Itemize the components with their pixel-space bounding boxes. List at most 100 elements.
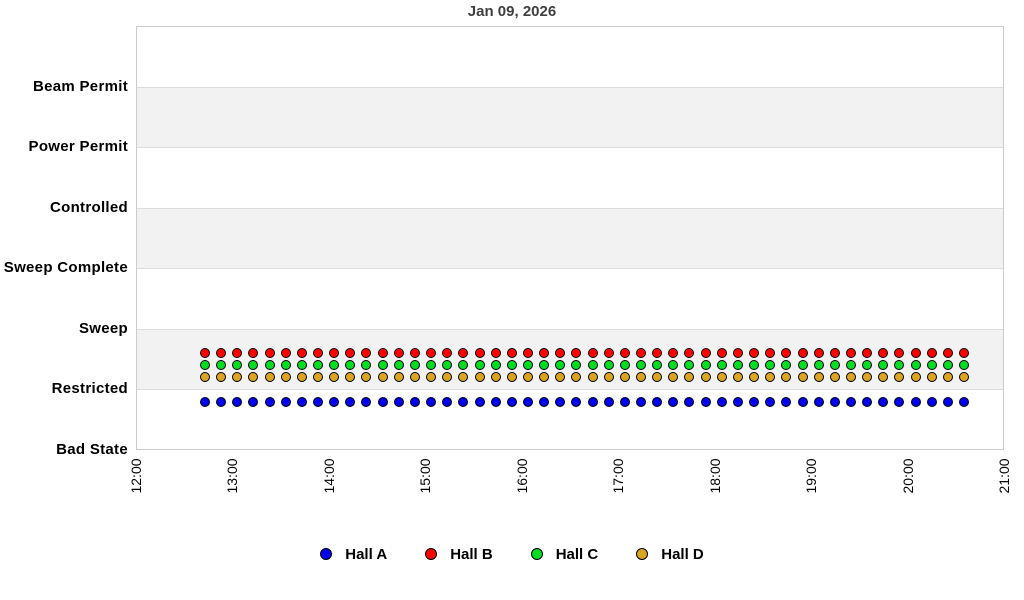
data-point-hall-d bbox=[716, 372, 727, 383]
data-point-hall-a bbox=[845, 396, 856, 407]
data-point-hall-a bbox=[619, 396, 630, 407]
data-point-hall-d bbox=[732, 372, 743, 383]
y-axis-label: Sweep bbox=[78, 319, 128, 337]
y-axis-label: Restricted bbox=[51, 380, 128, 398]
data-point-hall-b bbox=[894, 348, 905, 359]
data-point-hall-c bbox=[829, 360, 840, 371]
data-point-hall-a bbox=[426, 396, 437, 407]
data-point-hall-c bbox=[474, 360, 485, 371]
data-point-hall-b bbox=[910, 348, 921, 359]
y-axis-label: Power Permit bbox=[28, 138, 128, 156]
data-point-hall-c bbox=[845, 360, 856, 371]
x-axis-label: 16:00 bbox=[513, 458, 530, 494]
data-point-hall-c bbox=[813, 360, 824, 371]
data-point-hall-d bbox=[910, 372, 921, 383]
data-point-hall-c bbox=[426, 360, 437, 371]
y-axis-label: Controlled bbox=[50, 198, 128, 216]
data-point-hall-a bbox=[522, 396, 533, 407]
data-point-hall-b bbox=[652, 348, 663, 359]
data-point-hall-a bbox=[959, 396, 969, 407]
x-axis-label: 13:00 bbox=[224, 458, 241, 494]
data-point-hall-c bbox=[345, 360, 356, 371]
data-point-hall-c bbox=[522, 360, 533, 371]
data-point-hall-c bbox=[393, 360, 404, 371]
hall-a-legend-marker-icon bbox=[320, 548, 333, 560]
data-point-hall-d bbox=[522, 372, 533, 383]
data-point-hall-a bbox=[571, 396, 582, 407]
stripe-band bbox=[137, 207, 1003, 269]
data-point-hall-d bbox=[603, 372, 614, 383]
data-point-hall-c bbox=[878, 360, 889, 371]
data-point-hall-c bbox=[458, 360, 469, 371]
data-point-hall-b bbox=[636, 348, 647, 359]
data-point-hall-b bbox=[878, 348, 889, 359]
gridline bbox=[137, 86, 1003, 88]
data-point-hall-c bbox=[926, 360, 937, 371]
data-point-hall-a bbox=[587, 396, 598, 407]
y-axis-label: Bad State bbox=[56, 441, 128, 458]
data-point-hall-d bbox=[700, 372, 711, 383]
data-point-hall-d bbox=[926, 372, 937, 383]
data-point-hall-d bbox=[361, 372, 372, 383]
data-point-hall-d bbox=[959, 372, 969, 383]
data-point-hall-b bbox=[813, 348, 824, 359]
data-point-hall-d bbox=[636, 372, 647, 383]
data-point-hall-b bbox=[490, 348, 501, 359]
x-axis-label: 19:00 bbox=[803, 458, 820, 494]
x-axis-label: 12:00 bbox=[128, 458, 144, 494]
x-axis-label: 21:00 bbox=[996, 458, 1012, 494]
data-point-hall-b bbox=[313, 348, 324, 359]
y-axis-label: Sweep Complete bbox=[3, 259, 128, 277]
data-point-hall-d bbox=[490, 372, 501, 383]
data-point-hall-b bbox=[668, 348, 679, 359]
data-point-hall-b bbox=[797, 348, 808, 359]
data-point-hall-c bbox=[248, 360, 259, 371]
data-point-hall-c bbox=[619, 360, 630, 371]
hall-c-legend-marker-icon bbox=[530, 548, 543, 560]
data-point-hall-a bbox=[797, 396, 808, 407]
data-point-hall-d bbox=[781, 372, 792, 383]
data-point-hall-b bbox=[474, 348, 485, 359]
data-point-hall-d bbox=[377, 372, 388, 383]
data-point-hall-b bbox=[426, 348, 437, 359]
data-point-hall-b bbox=[619, 348, 630, 359]
data-point-hall-c bbox=[280, 360, 291, 371]
data-point-hall-b bbox=[845, 348, 856, 359]
data-point-hall-b bbox=[942, 348, 953, 359]
data-point-hall-d bbox=[765, 372, 776, 383]
data-point-hall-d bbox=[409, 372, 420, 383]
data-point-hall-c bbox=[442, 360, 453, 371]
data-point-hall-a bbox=[829, 396, 840, 407]
data-point-hall-a bbox=[345, 396, 356, 407]
data-point-hall-a bbox=[700, 396, 711, 407]
data-point-hall-b bbox=[216, 348, 227, 359]
data-point-hall-a bbox=[377, 396, 388, 407]
data-point-hall-d bbox=[345, 372, 356, 383]
data-point-hall-c bbox=[361, 360, 372, 371]
data-point-hall-c bbox=[684, 360, 695, 371]
data-point-hall-c bbox=[668, 360, 679, 371]
data-point-hall-b bbox=[506, 348, 517, 359]
legend-label: Hall C bbox=[555, 545, 599, 563]
data-point-hall-b bbox=[409, 348, 420, 359]
data-point-hall-c bbox=[232, 360, 243, 371]
data-point-hall-c bbox=[571, 360, 582, 371]
data-point-hall-d bbox=[555, 372, 566, 383]
chart-title: Jan 09, 2026 bbox=[467, 3, 557, 20]
data-point-hall-d bbox=[393, 372, 404, 383]
data-point-hall-a bbox=[749, 396, 760, 407]
data-point-hall-d bbox=[313, 372, 324, 383]
data-point-hall-a bbox=[636, 396, 647, 407]
data-point-hall-d bbox=[587, 372, 598, 383]
data-point-hall-a bbox=[910, 396, 921, 407]
x-axis-label: 17:00 bbox=[610, 458, 627, 494]
data-point-hall-b bbox=[571, 348, 582, 359]
data-point-hall-a bbox=[555, 396, 566, 407]
data-point-hall-d bbox=[539, 372, 550, 383]
data-point-hall-a bbox=[248, 396, 259, 407]
data-point-hall-d bbox=[652, 372, 663, 383]
data-point-hall-c bbox=[636, 360, 647, 371]
data-point-hall-d bbox=[506, 372, 517, 383]
data-point-hall-a bbox=[684, 396, 695, 407]
data-point-hall-b bbox=[345, 348, 356, 359]
